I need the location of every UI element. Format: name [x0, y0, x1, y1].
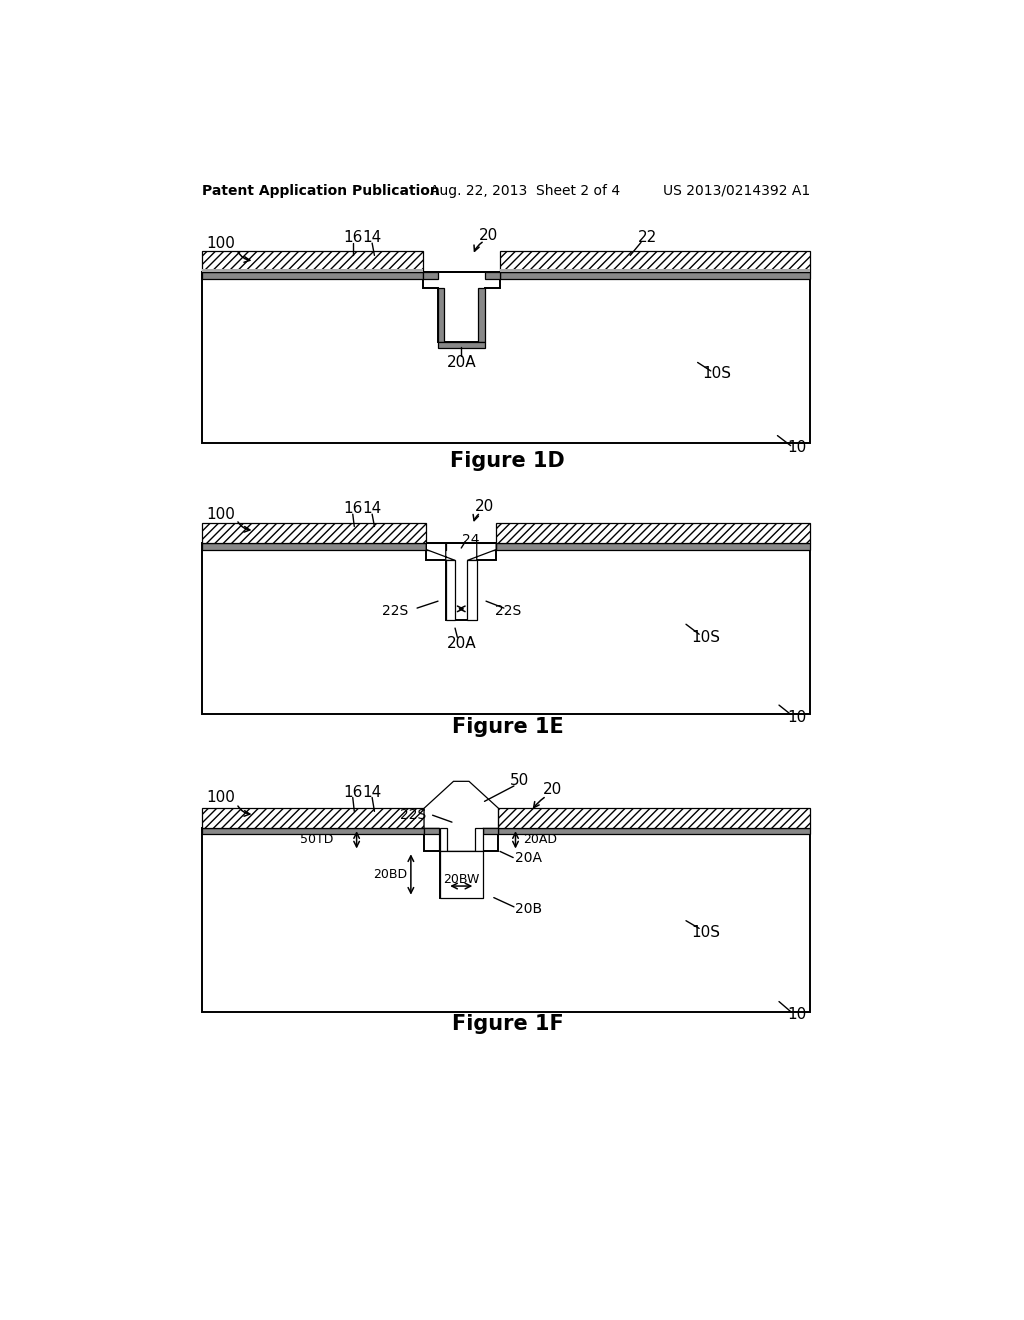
Text: 24: 24	[462, 532, 479, 546]
Text: 22S: 22S	[382, 605, 409, 618]
Text: 10S: 10S	[702, 367, 731, 381]
Text: Aug. 22, 2013  Sheet 2 of 4: Aug. 22, 2013 Sheet 2 of 4	[430, 183, 621, 198]
Bar	[483, 829, 499, 834]
Bar	[500, 269, 810, 272]
Text: 20A: 20A	[446, 636, 476, 651]
Text: 10S: 10S	[691, 925, 720, 940]
Text: 100: 100	[207, 789, 236, 805]
Text: 22S: 22S	[495, 605, 521, 618]
Text: Figure 1F: Figure 1F	[452, 1014, 563, 1034]
Text: 22: 22	[638, 230, 656, 246]
Text: 10: 10	[787, 710, 807, 725]
Bar	[499, 808, 810, 829]
Text: Patent Application Publication: Patent Application Publication	[202, 183, 439, 198]
Text: 16: 16	[343, 784, 362, 800]
Text: 20AD: 20AD	[523, 833, 557, 846]
Text: 100: 100	[207, 235, 236, 251]
Text: 20BD: 20BD	[373, 869, 407, 880]
Text: 20: 20	[479, 228, 498, 243]
Text: 14: 14	[362, 784, 382, 800]
Text: 14: 14	[362, 502, 382, 516]
Text: 10: 10	[787, 1007, 807, 1022]
Bar	[438, 288, 444, 342]
Text: Figure 1E: Figure 1E	[452, 717, 563, 737]
Bar	[426, 544, 445, 549]
Bar	[477, 544, 496, 549]
Bar	[423, 272, 438, 279]
Bar	[496, 524, 810, 544]
Text: 50TD: 50TD	[300, 833, 334, 846]
Text: 10S: 10S	[691, 630, 720, 645]
Bar	[202, 544, 426, 549]
Bar	[467, 560, 477, 620]
Text: 20: 20	[543, 783, 562, 797]
Bar	[438, 342, 484, 348]
Text: 16: 16	[343, 230, 362, 246]
Bar	[475, 829, 483, 851]
Text: 22S: 22S	[400, 808, 426, 822]
Text: 16: 16	[343, 502, 362, 516]
Text: 20: 20	[475, 499, 495, 513]
Polygon shape	[202, 544, 810, 714]
Text: 20BW: 20BW	[443, 873, 479, 886]
Text: 20B: 20B	[515, 902, 543, 916]
Bar	[202, 829, 424, 834]
Text: 50: 50	[510, 774, 529, 788]
Text: 20A: 20A	[515, 850, 543, 865]
Bar	[478, 288, 484, 342]
Text: 100: 100	[207, 507, 236, 521]
Text: 14: 14	[362, 230, 382, 246]
Bar	[202, 272, 423, 279]
Bar	[439, 829, 447, 851]
Bar	[202, 269, 423, 272]
Bar	[500, 272, 810, 279]
Bar	[202, 808, 424, 829]
Bar	[202, 251, 423, 272]
Text: 20A: 20A	[446, 355, 476, 370]
Text: US 2013/0214392 A1: US 2013/0214392 A1	[663, 183, 810, 198]
Bar	[439, 851, 483, 898]
Bar	[445, 560, 455, 620]
Polygon shape	[426, 544, 455, 560]
Bar	[499, 829, 810, 834]
Bar	[496, 544, 810, 549]
Polygon shape	[202, 272, 810, 444]
Text: 10: 10	[787, 441, 807, 455]
Bar	[500, 251, 810, 272]
Bar	[424, 829, 439, 834]
Bar	[202, 524, 426, 544]
Polygon shape	[424, 781, 499, 851]
Bar	[484, 272, 500, 279]
Polygon shape	[467, 544, 496, 560]
Text: Figure 1D: Figure 1D	[451, 451, 565, 471]
Polygon shape	[202, 829, 810, 1011]
